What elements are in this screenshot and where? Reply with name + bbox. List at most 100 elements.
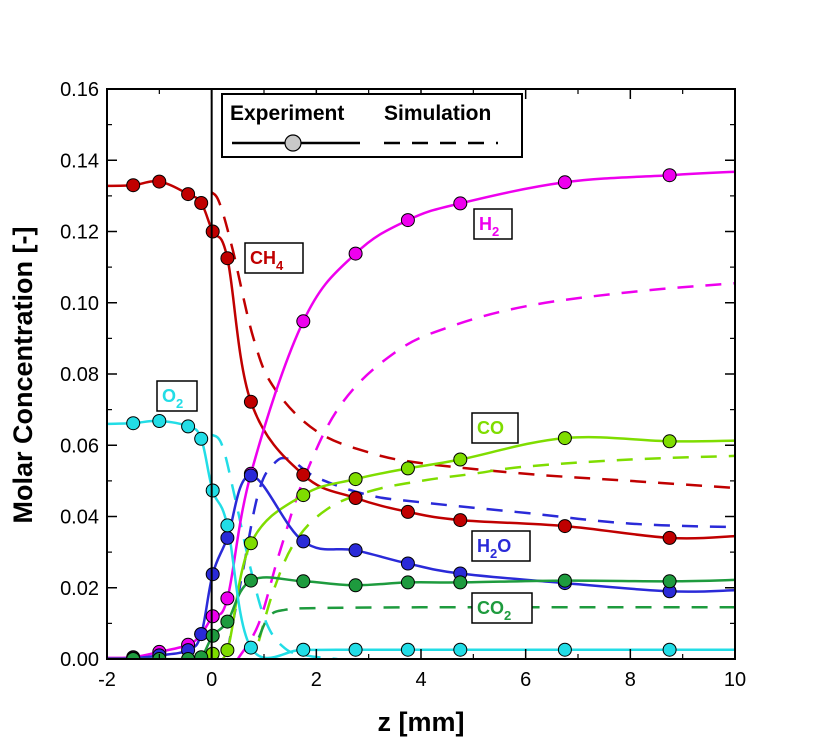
data-point-h2 bbox=[205, 609, 220, 624]
data-point-co2 bbox=[220, 614, 235, 629]
data-point-ch4 bbox=[296, 467, 311, 482]
species-label-box bbox=[471, 530, 531, 562]
data-point-co2 bbox=[296, 574, 311, 589]
experiment-line-h2 bbox=[107, 170, 735, 660]
legend-experiment-marker bbox=[284, 134, 302, 152]
simulation-line-co bbox=[257, 454, 735, 642]
y-tick-label: 0.06 bbox=[60, 435, 99, 457]
data-point-o2 bbox=[348, 642, 363, 657]
data-point-co2 bbox=[243, 573, 258, 588]
data-point-h2 bbox=[296, 314, 311, 329]
data-point-h2o bbox=[205, 567, 220, 582]
species-label-text: CO2 bbox=[477, 598, 511, 623]
y-tick-label: 0.10 bbox=[60, 293, 99, 315]
experiment-line-ch4 bbox=[107, 180, 735, 540]
data-point-o2 bbox=[220, 518, 235, 533]
data-point-ch4 bbox=[181, 187, 196, 202]
species-label-box bbox=[471, 592, 533, 624]
species-label-co: CO bbox=[471, 412, 519, 444]
species-label-text: CH4 bbox=[250, 248, 284, 273]
data-point-h2 bbox=[557, 175, 572, 190]
data-point-o2 bbox=[243, 640, 258, 655]
x-tick-label: 10 bbox=[724, 669, 746, 691]
data-point-co bbox=[220, 643, 235, 658]
species-label-text: H2O bbox=[477, 536, 511, 561]
data-point-h2 bbox=[662, 168, 677, 183]
x-tick-label: -2 bbox=[98, 669, 116, 691]
data-point-o2 bbox=[662, 642, 677, 657]
data-point-ch4 bbox=[400, 504, 415, 519]
data-point-ch4 bbox=[243, 394, 258, 409]
simulation-line-o2 bbox=[210, 433, 338, 660]
simulation-line-ch4 bbox=[210, 191, 735, 490]
data-point-ch4 bbox=[126, 178, 141, 193]
x-tick-label: 6 bbox=[520, 669, 531, 691]
x-tick-label: 8 bbox=[625, 669, 636, 691]
y-tick-label: 0.04 bbox=[60, 507, 99, 529]
data-point-ch4 bbox=[220, 251, 235, 266]
species-label-o2: O2 bbox=[156, 380, 198, 412]
data-point-o2 bbox=[400, 642, 415, 657]
data-point-h2o bbox=[348, 543, 363, 558]
data-point-ch4 bbox=[557, 519, 572, 534]
plot-content bbox=[107, 168, 735, 660]
y-tick-label: 0.14 bbox=[60, 150, 99, 172]
data-point-o2 bbox=[557, 642, 572, 657]
data-point-co bbox=[243, 536, 258, 551]
species-label-box bbox=[473, 208, 513, 240]
species-label-ch4: CH4 bbox=[244, 242, 304, 274]
y-tick-label: 0.00 bbox=[60, 649, 99, 671]
data-point-ch4 bbox=[348, 491, 363, 505]
species-label-text: O2 bbox=[162, 386, 183, 411]
legend-experiment-label: Experiment bbox=[230, 102, 344, 125]
data-point-co2 bbox=[205, 628, 220, 643]
data-point-h2o bbox=[243, 468, 258, 483]
data-point-o2 bbox=[194, 431, 209, 446]
axis-ticks: -2 0 2 4 6 8 10 0.00 0.02 0.04 0.06 0.08 0.10 0.12 0.1… bbox=[60, 79, 746, 691]
species-label-text: CO bbox=[477, 418, 504, 438]
data-point-co2 bbox=[662, 574, 677, 589]
data-point-h2o bbox=[194, 627, 209, 642]
data-point-h2o bbox=[400, 556, 415, 571]
data-point-co bbox=[348, 472, 363, 487]
y-axis-title: Molar Concentration [-] bbox=[8, 227, 38, 524]
legend-box bbox=[221, 93, 523, 158]
plot-frame bbox=[106, 88, 736, 660]
data-point-o2 bbox=[453, 642, 468, 657]
data-point-co2 bbox=[557, 573, 572, 588]
simulation-line-h2o bbox=[226, 456, 735, 653]
data-point-h2o bbox=[220, 530, 235, 545]
data-point-ch4 bbox=[194, 196, 209, 210]
data-point-h2 bbox=[400, 213, 415, 228]
data-point-ch4 bbox=[453, 513, 468, 528]
species-label-box bbox=[156, 380, 198, 412]
data-point-co2 bbox=[400, 575, 415, 590]
data-point-h2o bbox=[296, 534, 311, 549]
y-tick-label: 0.16 bbox=[60, 79, 99, 101]
species-label-box bbox=[471, 412, 519, 444]
species-label-h2: H2 bbox=[473, 208, 513, 240]
data-point-co bbox=[557, 431, 572, 446]
data-point-co2 bbox=[453, 575, 468, 590]
species-label-box bbox=[244, 242, 304, 274]
legend: Experiment Simulation bbox=[221, 93, 523, 158]
legend-simulation-label: Simulation bbox=[384, 102, 491, 125]
species-label-text: H2 bbox=[479, 214, 499, 239]
data-point-co2 bbox=[194, 650, 209, 660]
data-point-h2 bbox=[453, 196, 468, 211]
x-tick-label: 0 bbox=[206, 669, 217, 691]
x-tick-label: 4 bbox=[415, 669, 426, 691]
data-point-h2 bbox=[220, 591, 235, 606]
experiment-line-o2 bbox=[107, 419, 735, 660]
data-point-h2 bbox=[348, 246, 363, 261]
data-point-co bbox=[662, 434, 677, 449]
species-label-co2: CO2 bbox=[471, 592, 533, 624]
data-point-co bbox=[400, 461, 415, 476]
data-point-o2 bbox=[126, 416, 141, 431]
x-axis-title: z [mm] bbox=[378, 707, 465, 737]
simulation-line-co2 bbox=[257, 606, 735, 639]
data-point-ch4 bbox=[662, 530, 677, 545]
y-tick-label: 0.02 bbox=[60, 578, 99, 600]
data-point-o2 bbox=[205, 483, 220, 498]
